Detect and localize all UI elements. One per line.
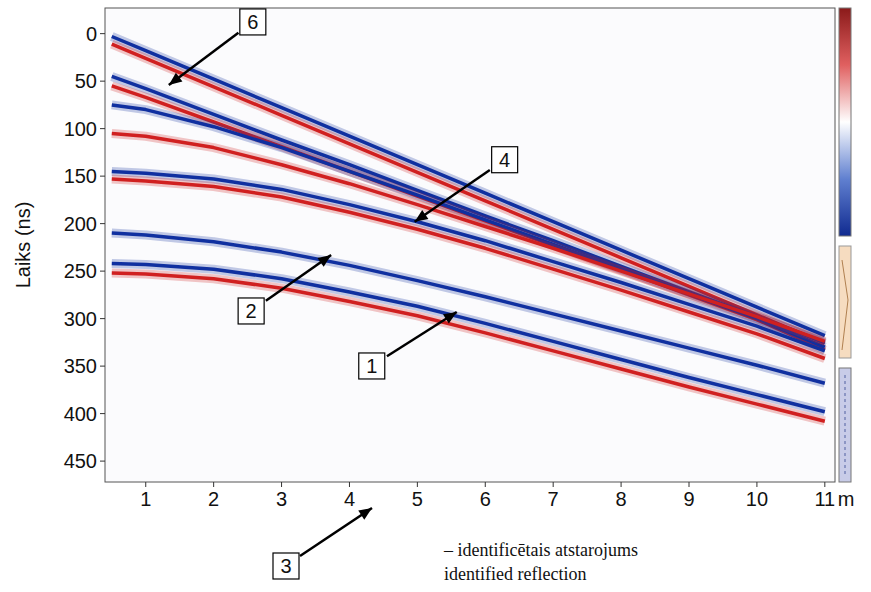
data-group	[112, 37, 825, 422]
event-halo	[112, 86, 825, 350]
x-tick-label: 10	[746, 488, 768, 510]
arrow-shaft	[300, 508, 372, 556]
y-tick	[100, 413, 105, 414]
y-tick-label: 100	[64, 118, 97, 140]
label-box	[273, 553, 299, 579]
y-tick-label: 150	[64, 165, 97, 187]
y-tick-label: 300	[64, 308, 97, 330]
reflection-line	[112, 264, 825, 412]
x-tick	[621, 482, 622, 487]
reflection-line	[112, 273, 825, 421]
x-tick-label: 11	[814, 488, 835, 510]
y-axis-label: Laiks (ns)	[12, 202, 34, 289]
x-tick-label: 9	[683, 488, 694, 510]
y-tick	[100, 271, 105, 272]
arrow-shaft	[387, 312, 457, 356]
y-tick-label: 0	[86, 23, 97, 45]
colorbar	[839, 8, 851, 236]
x-tick	[689, 482, 690, 487]
label-box	[359, 353, 385, 379]
x-tick-label: 6	[480, 488, 491, 510]
y-tick	[100, 176, 105, 177]
x-tick-label: 3	[276, 488, 287, 510]
reflection-line	[112, 44, 825, 343]
note-text: identified reflection	[444, 564, 586, 584]
y-tick-label: 400	[64, 403, 97, 425]
y-tick	[100, 366, 105, 367]
arrow-shaft	[266, 255, 331, 301]
x-axis-label: m	[838, 488, 855, 510]
label-number: 6	[247, 11, 258, 33]
x-tick	[213, 482, 214, 487]
arrow-head	[415, 210, 429, 222]
y-tick-label: 350	[64, 355, 97, 377]
y-tick	[100, 318, 105, 319]
event-halo	[112, 273, 825, 421]
x-tick-label: 1	[140, 488, 151, 510]
colorbar-line	[845, 375, 846, 475]
colorbar-panel	[839, 246, 851, 358]
arrow-shaft	[415, 170, 490, 222]
label-box	[238, 298, 264, 324]
label-box	[240, 9, 266, 35]
x-tick	[417, 482, 418, 487]
y-tick	[100, 33, 105, 34]
arrow-head	[443, 312, 457, 324]
x-tick-label: 4	[344, 488, 355, 510]
arrow-head	[169, 73, 183, 85]
x-tick	[824, 482, 825, 487]
y-tick-label: 50	[75, 70, 97, 92]
label-number: 1	[366, 355, 377, 377]
label-box	[492, 147, 518, 173]
label-number: 4	[499, 149, 510, 171]
x-tick	[145, 482, 146, 487]
x-tick	[553, 482, 554, 487]
arrow-shaft	[169, 33, 239, 85]
event-halo	[112, 233, 825, 383]
colorbar-panel	[839, 368, 851, 482]
arrow-head	[358, 508, 372, 520]
plot-frame	[105, 8, 835, 482]
x-tick-label: 2	[208, 488, 219, 510]
x-tick	[485, 482, 486, 487]
event-halo	[112, 44, 825, 343]
event-halo	[112, 264, 825, 412]
y-tick-label: 200	[64, 213, 97, 235]
x-tick	[349, 482, 350, 487]
label-number: 3	[280, 555, 291, 577]
y-tick	[100, 128, 105, 129]
chart: 0501001502002503003504004501234567891011…	[0, 0, 871, 592]
x-tick-label: 7	[548, 488, 559, 510]
y-tick-label: 450	[64, 450, 97, 472]
colorbar-curve	[842, 260, 848, 350]
x-tick	[756, 482, 757, 487]
x-tick-label: 8	[616, 488, 627, 510]
x-tick	[281, 482, 282, 487]
y-tick	[100, 461, 105, 462]
y-tick	[100, 81, 105, 82]
reflection-line	[112, 233, 825, 383]
x-tick-label: 5	[412, 488, 423, 510]
y-tick-label: 250	[64, 260, 97, 282]
reflection-line	[112, 86, 825, 350]
note-text: – identificētais atstarojums	[443, 540, 638, 560]
y-tick	[100, 223, 105, 224]
label-number: 2	[246, 300, 257, 322]
arrow-head	[317, 255, 331, 267]
